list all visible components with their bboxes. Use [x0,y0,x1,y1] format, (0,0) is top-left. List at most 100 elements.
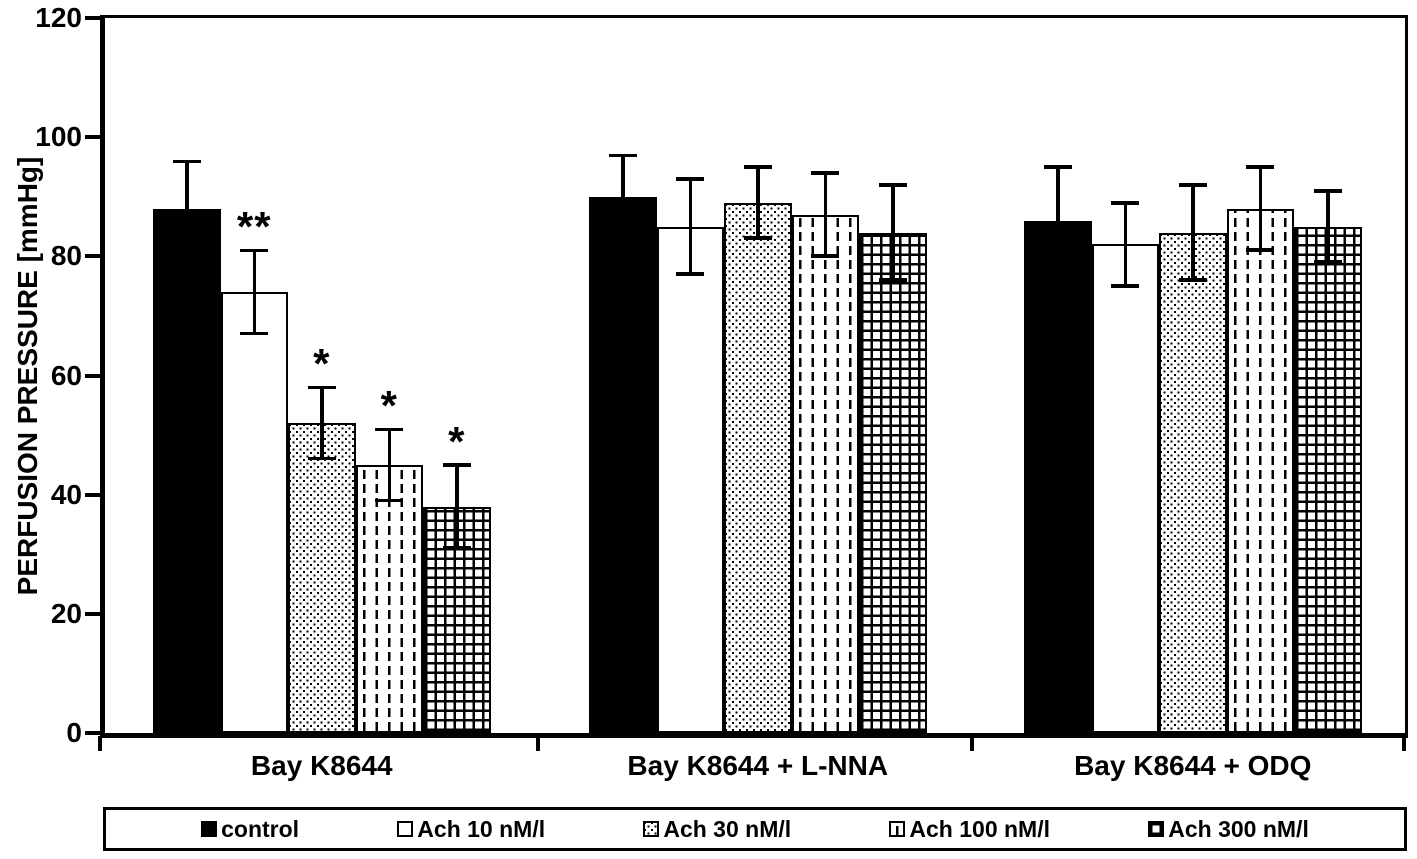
legend-label-ach-10-nm-l: Ach 10 nM/l [417,815,546,842]
y-tick-mark-60 [85,373,100,378]
error-bar-control-bay-k8644 [185,161,189,257]
x-axis-tick-1 [536,736,540,751]
error-bar-ach-100-nm-l-bay-k8644-l-nna [823,172,827,257]
x-group-label-bay-k8644-odq: Bay K8644 + ODQ [1074,750,1312,781]
legend-swatch-ach-10-nm-l [397,821,414,837]
bar-ach-30-nm-l-bay-k8644-odq [1159,232,1227,733]
error-bar-ach-10-nm-l-bay-k8644-cap-top [240,248,269,253]
error-bar-ach-300-nm-l-bay-k8644-cap-bottom [442,546,471,550]
error-bar-ach-10-nm-l-bay-k8644-odq [1123,202,1127,287]
bar-ach-30-nm-l-bay-k8644-l-nna [724,202,792,733]
error-bar-ach-300-nm-l-bay-k8644-odq-cap-top [1313,189,1342,193]
error-bar-control-bay-k8644-odq-cap-top [1043,165,1072,169]
legend-label-control: control [221,815,300,842]
error-bar-ach-100-nm-l-bay-k8644-l-nna-cap-bottom [811,254,840,258]
legend-label-ach-100-nm-l: Ach 100 nM/l [909,815,1050,842]
y-tick-mark-120 [85,16,100,20]
y-tick-mark-80 [85,254,100,259]
bar-ach-10-nm-l-bay-k8644-odq [1091,244,1159,733]
error-bar-ach-30-nm-l-bay-k8644-l-nna-cap-top [743,165,772,169]
legend-item-ach-300-nm-l: Ach 300 nM/l [1148,816,1309,843]
error-bar-ach-10-nm-l-bay-k8644-cap-bottom [240,331,269,336]
bar-ach-100-nm-l-bay-k8644-odq [1226,208,1294,733]
error-bar-control-bay-k8644-cap-bottom [172,254,201,258]
error-bar-ach-30-nm-l-bay-k8644-l-nna-cap-bottom [743,236,772,240]
significance-label-ach-300-nm-l-bay-k8644: * [448,417,466,465]
bar-ach-100-nm-l-bay-k8644-l-nna [791,214,859,733]
bar-ach-10-nm-l-bay-k8644 [220,292,288,733]
error-bar-ach-30-nm-l-bay-k8644 [320,387,324,459]
bar-control-bay-k8644-odq [1024,220,1092,733]
error-bar-ach-100-nm-l-bay-k8644-cap-top [375,427,404,432]
error-bar-ach-100-nm-l-bay-k8644-cap-bottom [375,498,404,503]
bar-ach-300-nm-l-bay-k8644-l-nna [859,232,927,733]
bar-ach-300-nm-l-bay-k8644-odq [1294,226,1362,733]
error-bar-ach-30-nm-l-bay-k8644-cap-bottom [307,456,336,461]
error-bar-ach-30-nm-l-bay-k8644-cap-top [307,385,336,390]
y-tick-mark-20 [85,611,100,616]
legend-swatch-ach-30-nm-l [643,821,660,837]
y-tick-label-20: 20 [50,597,82,629]
error-bar-ach-10-nm-l-bay-k8644-l-nna-cap-top [676,177,705,181]
bar-control-bay-k8644-l-nna [589,196,657,733]
error-bar-control-bay-k8644-cap-top [172,159,201,163]
error-bar-ach-100-nm-l-bay-k8644-l-nna-cap-top [811,171,840,175]
bar-ach-10-nm-l-bay-k8644-l-nna [656,226,724,733]
significance-label-ach-30-nm-l-bay-k8644: * [313,340,331,388]
error-bar-ach-300-nm-l-bay-k8644-odq [1326,190,1330,263]
x-axis-tick-3 [1402,736,1406,751]
error-bar-ach-300-nm-l-bay-k8644-cap-top [442,463,471,467]
error-bar-ach-10-nm-l-bay-k8644 [252,250,256,334]
legend-swatch-control [201,821,218,837]
error-bar-ach-10-nm-l-bay-k8644-l-nna-cap-bottom [676,272,705,276]
error-bar-ach-10-nm-l-bay-k8644-odq-cap-top [1111,201,1140,205]
legend-item-control: control [201,816,299,843]
y-tick-label-0: 0 [66,717,82,748]
legend-swatch-ach-300-nm-l [1148,821,1165,837]
error-bar-ach-300-nm-l-bay-k8644-l-nna-cap-bottom [878,278,907,282]
legend-label-ach-30-nm-l: Ach 30 nM/l [663,815,792,842]
error-bar-ach-10-nm-l-bay-k8644-l-nna [688,178,692,275]
bar-control-bay-k8644 [153,208,221,733]
legend: control Ach 10 nM/l Ach 30 nM/l Ach 100 nM/… [103,807,1407,851]
legend-swatch-ach-100-nm-l [889,821,906,837]
error-bar-control-bay-k8644-l-nna [621,155,625,239]
bar-ach-100-nm-l-bay-k8644 [355,464,423,733]
y-tick-mark-40 [85,492,100,497]
error-bar-ach-300-nm-l-bay-k8644-l-nna-cap-top [878,183,907,187]
y-tick-label-100: 100 [35,121,82,153]
significance-label-ach-10-nm-l-bay-k8644: ** [236,203,272,251]
y-tick-mark-100 [85,135,100,140]
error-bar-control-bay-k8644-odq-cap-bottom [1043,272,1072,276]
error-bar-ach-300-nm-l-bay-k8644 [455,464,459,549]
error-bar-ach-100-nm-l-bay-k8644 [387,429,391,501]
y-tick-label-80: 80 [50,240,82,272]
error-bar-ach-30-nm-l-bay-k8644-odq-cap-bottom [1178,278,1207,282]
x-axis-tick-2 [970,736,974,751]
error-bar-ach-30-nm-l-bay-k8644-odq-cap-top [1178,183,1207,187]
error-bar-ach-300-nm-l-bay-k8644-l-nna [891,184,895,281]
y-tick-label-40: 40 [50,478,82,510]
error-bar-control-bay-k8644-l-nna-cap-top [608,153,637,158]
error-bar-ach-10-nm-l-bay-k8644-odq-cap-bottom [1111,284,1140,288]
significance-label-ach-100-nm-l-bay-k8644: * [380,382,398,430]
error-bar-ach-100-nm-l-bay-k8644-odq-cap-top [1246,165,1275,169]
legend-item-ach-10-nm-l: Ach 10 nM/l [397,816,545,843]
x-group-label-bay-k8644: Bay K8644 [250,750,393,781]
x-group-label-bay-k8644-l-nna: Bay K8644 + L-NNA [627,750,889,781]
legend-label-ach-300-nm-l: Ach 300 nM/l [1168,815,1309,842]
error-bar-control-bay-k8644-odq [1056,166,1060,275]
error-bar-control-bay-k8644-l-nna-cap-bottom [608,236,637,240]
x-axis-tick-0 [98,736,102,751]
error-bar-ach-100-nm-l-bay-k8644-odq-cap-bottom [1246,248,1275,252]
y-tick-label-60: 60 [50,359,82,391]
error-bar-ach-100-nm-l-bay-k8644-odq [1258,166,1262,251]
legend-item-ach-30-nm-l: Ach 30 nM/l [643,816,791,843]
bar-ach-30-nm-l-bay-k8644 [288,423,356,733]
legend-item-ach-100-nm-l: Ach 100 nM/l [889,816,1050,843]
error-bar-ach-30-nm-l-bay-k8644-odq [1191,184,1195,281]
y-tick-mark-0 [85,731,100,735]
error-bar-ach-300-nm-l-bay-k8644-odq-cap-bottom [1313,260,1342,264]
plot-area: ** * * * [100,15,1408,738]
